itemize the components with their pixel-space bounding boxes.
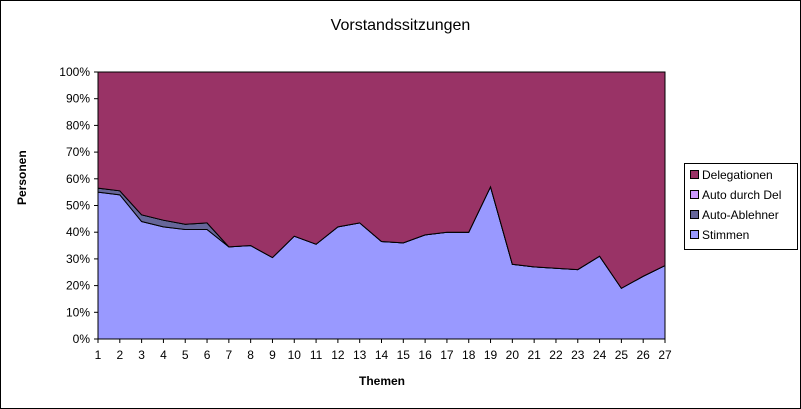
legend-item-delegationen: Delegationen xyxy=(690,168,773,182)
x-tick-label: 6 xyxy=(204,348,211,362)
legend-item-auto-durch-del: Auto durch Del xyxy=(690,188,781,202)
y-tick-label: 10% xyxy=(66,305,90,319)
legend-swatch xyxy=(690,190,699,199)
y-tick-label: 50% xyxy=(66,199,90,213)
legend-swatch xyxy=(690,210,699,219)
x-tick-label: 4 xyxy=(160,348,167,362)
x-tick-label: 12 xyxy=(331,348,345,362)
x-tick-label: 2 xyxy=(116,348,123,362)
chart-title: Vorstandssitzungen xyxy=(330,17,471,34)
x-tick-label: 23 xyxy=(571,348,585,362)
x-axis-label: Themen xyxy=(358,374,405,388)
x-tick-label: 24 xyxy=(593,348,607,362)
x-tick-label: 27 xyxy=(658,348,672,362)
y-tick-label: 70% xyxy=(66,145,90,159)
x-tick-label: 18 xyxy=(462,348,476,362)
x-tick-label: 21 xyxy=(527,348,541,362)
x-tick-label: 16 xyxy=(418,348,432,362)
x-tick-label: 8 xyxy=(247,348,254,362)
x-tick-label: 15 xyxy=(397,348,411,362)
x-tick-label: 9 xyxy=(269,348,276,362)
legend-item-stimmen: Stimmen xyxy=(690,228,749,242)
legend: Delegationen Auto durch Del Auto-Ablehne… xyxy=(684,163,798,250)
x-tick-label: 14 xyxy=(375,348,389,362)
y-tick-label: 30% xyxy=(66,252,90,266)
legend-item-auto-ablehner: Auto-Ablehner xyxy=(690,208,779,222)
y-tick-label: 40% xyxy=(66,225,90,239)
x-tick-label: 20 xyxy=(506,348,520,362)
x-tick-label: 19 xyxy=(484,348,498,362)
area-delegationen xyxy=(97,71,666,289)
y-tick-label: 60% xyxy=(66,172,90,186)
x-tick-label: 11 xyxy=(310,348,323,362)
legend-swatch xyxy=(690,170,699,179)
x-tick-label: 5 xyxy=(182,348,189,362)
y-tick-label: 20% xyxy=(66,279,90,293)
y-tick-label: 0% xyxy=(73,332,91,346)
x-tick-label: 13 xyxy=(353,348,367,362)
x-tick-label: 7 xyxy=(226,348,233,362)
y-tick-label: 100% xyxy=(59,65,90,79)
y-axis-label: Personen xyxy=(15,150,29,205)
x-tick-label: 10 xyxy=(288,348,302,362)
x-tick-label: 25 xyxy=(615,348,629,362)
x-tick-label: 1 xyxy=(95,348,102,362)
x-tick-label: 26 xyxy=(637,348,651,362)
x-tick-label: 22 xyxy=(549,348,563,362)
y-tick-label: 90% xyxy=(66,92,90,106)
x-tick-label: 3 xyxy=(138,348,145,362)
legend-swatch xyxy=(690,230,699,239)
y-tick-label: 80% xyxy=(66,118,90,132)
x-tick-label: 17 xyxy=(440,348,454,362)
